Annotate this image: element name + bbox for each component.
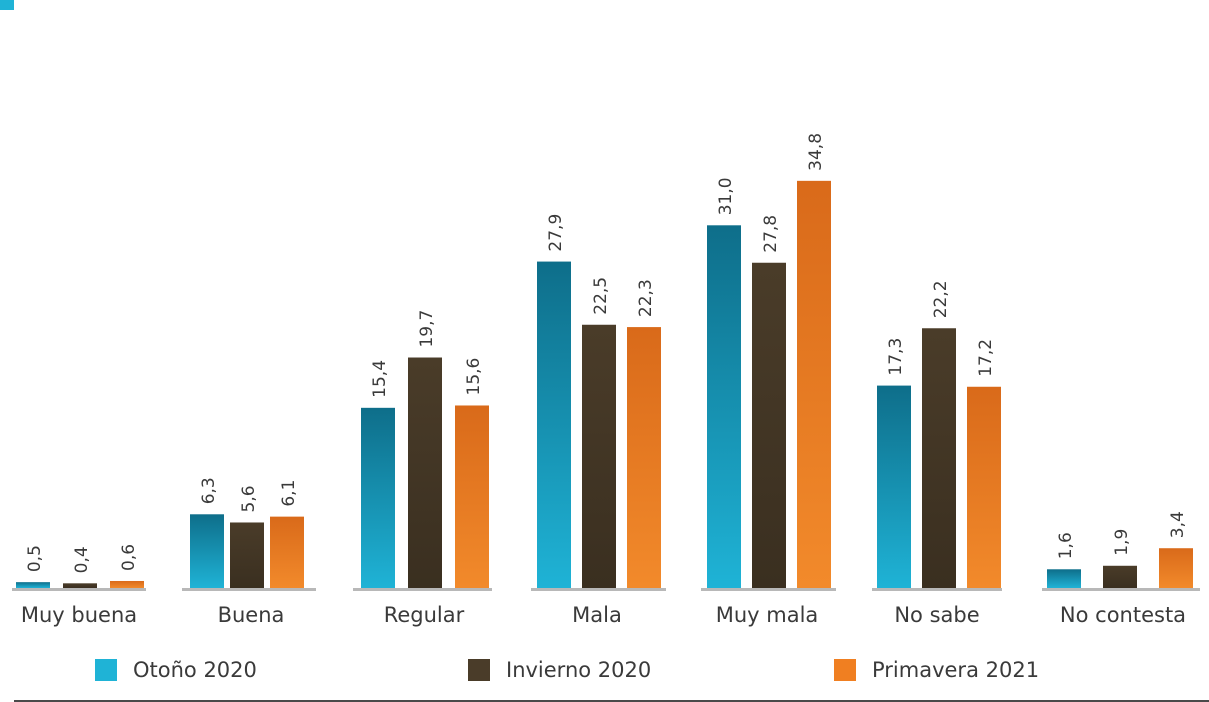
legend-swatch-otono — [95, 659, 117, 681]
bar-invierno — [582, 324, 616, 588]
bar-otono — [361, 407, 395, 588]
bar-otono — [16, 582, 50, 588]
bar-primavera — [627, 327, 661, 588]
axis-segment — [701, 588, 836, 591]
legend-item-primavera: Primavera 2021 — [834, 655, 1039, 685]
bar-invierno — [922, 328, 956, 588]
data-label: 15,4 — [370, 360, 390, 398]
category-label: Mala — [572, 603, 622, 627]
bar-chart: 0,5 0,4 0,6 6,3 5,6 6,1 15,4 19,7 15,6 27,9 22,5 22… — [12, 133, 1200, 627]
axis-segment — [1042, 588, 1200, 591]
data-label: 22,2 — [931, 280, 951, 318]
axis-segment — [353, 588, 492, 591]
axis-segment — [12, 588, 146, 591]
data-label: 0,5 — [25, 545, 45, 572]
x-axis-segments — [12, 588, 1200, 591]
data-label: 34,8 — [806, 133, 826, 171]
bar-otono — [190, 514, 224, 588]
legend-item-invierno: Invierno 2020 — [468, 655, 651, 685]
legend-item-otono: Otoño 2020 — [95, 655, 257, 685]
data-label: 22,5 — [591, 277, 611, 315]
data-label: 6,1 — [279, 480, 299, 507]
category-label: No contesta — [1060, 603, 1186, 627]
legend-swatch-invierno — [468, 659, 490, 681]
corner-decoration — [0, 0, 14, 10]
category-label: Regular — [384, 603, 465, 627]
bar-invierno — [63, 583, 97, 588]
bar-primavera — [110, 580, 144, 588]
legend-swatch-primavera — [834, 659, 856, 681]
data-label: 1,9 — [1112, 529, 1132, 556]
legend-label-otono: Otoño 2020 — [133, 658, 257, 682]
axis-segment — [182, 588, 316, 591]
legend-label-invierno: Invierno 2020 — [506, 658, 652, 682]
bar-invierno — [408, 357, 442, 588]
data-label: 0,4 — [72, 546, 92, 573]
data-label: 17,3 — [886, 338, 906, 376]
bar-primavera — [1159, 548, 1193, 588]
category-label: Muy mala — [716, 603, 819, 627]
bottom-rule — [14, 700, 1209, 702]
data-labels-group: 0,5 0,4 0,6 6,3 5,6 6,1 15,4 19,7 15,6 27,9 22,5 22… — [25, 133, 1188, 573]
data-label: 27,8 — [761, 215, 781, 253]
bar-invierno — [230, 522, 264, 588]
data-label: 15,6 — [464, 358, 484, 396]
category-label: Buena — [218, 603, 285, 627]
data-label: 0,6 — [119, 544, 139, 571]
bar-otono — [1047, 569, 1081, 588]
data-label: 5,6 — [239, 485, 259, 512]
axis-segment — [872, 588, 1002, 591]
bar-primavera — [967, 386, 1001, 588]
data-label: 17,2 — [976, 339, 996, 377]
bar-invierno — [752, 262, 786, 588]
data-label: 6,3 — [199, 477, 219, 504]
axis-segment — [531, 588, 666, 591]
bar-invierno — [1103, 565, 1137, 588]
bars-group — [16, 180, 1193, 589]
bar-otono — [537, 261, 571, 588]
bar-primavera — [455, 405, 489, 588]
data-label: 1,6 — [1056, 532, 1076, 559]
data-label: 3,4 — [1168, 511, 1188, 538]
bar-primavera — [270, 516, 304, 588]
bar-primavera — [797, 180, 831, 588]
category-labels-group: Muy buena Buena Regular Mala Muy mala No sabe… — [21, 603, 1186, 627]
category-label: Muy buena — [21, 603, 137, 627]
data-label: 27,9 — [546, 214, 566, 252]
data-label: 19,7 — [417, 310, 437, 348]
bar-otono — [877, 385, 911, 588]
category-label: No sabe — [894, 603, 979, 627]
bar-otono — [707, 225, 741, 589]
data-label: 22,3 — [636, 279, 656, 317]
data-label: 31,0 — [716, 177, 736, 215]
legend-label-primavera: Primavera 2021 — [872, 658, 1040, 682]
